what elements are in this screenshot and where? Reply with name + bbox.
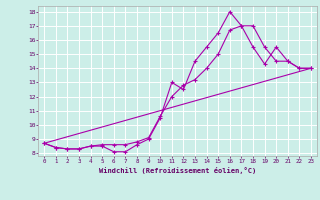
X-axis label: Windchill (Refroidissement éolien,°C): Windchill (Refroidissement éolien,°C) <box>99 167 256 174</box>
